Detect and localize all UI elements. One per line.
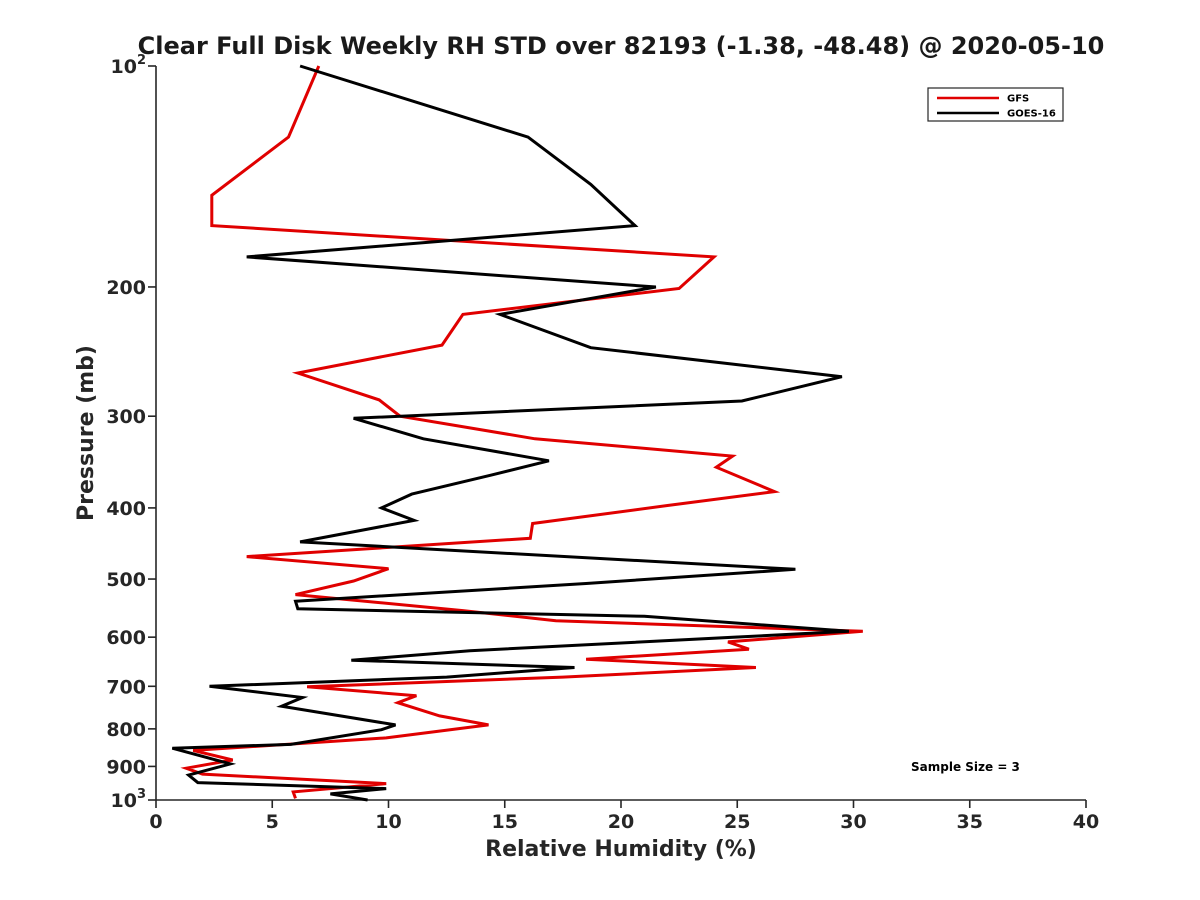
chart-title: Clear Full Disk Weekly RH STD over 82193… <box>138 32 1105 60</box>
x-tick-label: 40 <box>1073 811 1099 833</box>
y-tick-exponent: 2 <box>137 53 146 68</box>
x-ticks: 0 5 10 15 20 25 30 35 40 <box>149 800 1099 833</box>
y-tick-exponent: 3 <box>137 787 146 802</box>
x-axis-label: Relative Humidity (%) <box>485 837 757 862</box>
y-tick-label: 103 <box>111 787 147 812</box>
x-tick-label: 20 <box>608 811 634 833</box>
y-tick-label: 600 <box>106 627 146 649</box>
plot-area: 0 5 10 15 20 25 30 35 40 10220030040050060070080… <box>106 53 1099 833</box>
y-tick-label: 400 <box>106 498 146 520</box>
legend-label: GFS <box>1007 94 1029 105</box>
x-tick-label: 5 <box>266 811 279 833</box>
y-tick-label: 700 <box>106 676 146 698</box>
x-tick-label: 15 <box>492 811 518 833</box>
y-axis-label: Pressure (mb) <box>74 345 99 521</box>
y-tick-label: 200 <box>106 277 146 299</box>
legend-box <box>927 87 1064 122</box>
y-tick-label: 500 <box>106 569 146 591</box>
x-tick-label: 0 <box>149 811 162 833</box>
legend: GFS GOES-16 <box>927 87 1064 122</box>
legend-label: GOES-16 <box>1007 109 1056 120</box>
series-line-goes-16 <box>171 64 850 802</box>
y-tick-label: 300 <box>106 406 146 428</box>
x-tick-label: 10 <box>375 811 401 833</box>
series-line-gfs <box>180 65 863 799</box>
y-tick-base: 10 <box>111 56 137 78</box>
x-tick-label: 35 <box>957 811 983 833</box>
y-tick-label: 800 <box>106 719 146 741</box>
series-lines <box>171 64 863 802</box>
x-tick-label: 25 <box>724 811 750 833</box>
sample-size-annotation: Sample Size = 3 <box>911 760 1020 774</box>
x-tick-label: 30 <box>840 811 866 833</box>
y-tick-base: 10 <box>111 790 137 812</box>
y-tick-label: 900 <box>106 756 146 778</box>
y-tick-label: 102 <box>111 53 147 78</box>
